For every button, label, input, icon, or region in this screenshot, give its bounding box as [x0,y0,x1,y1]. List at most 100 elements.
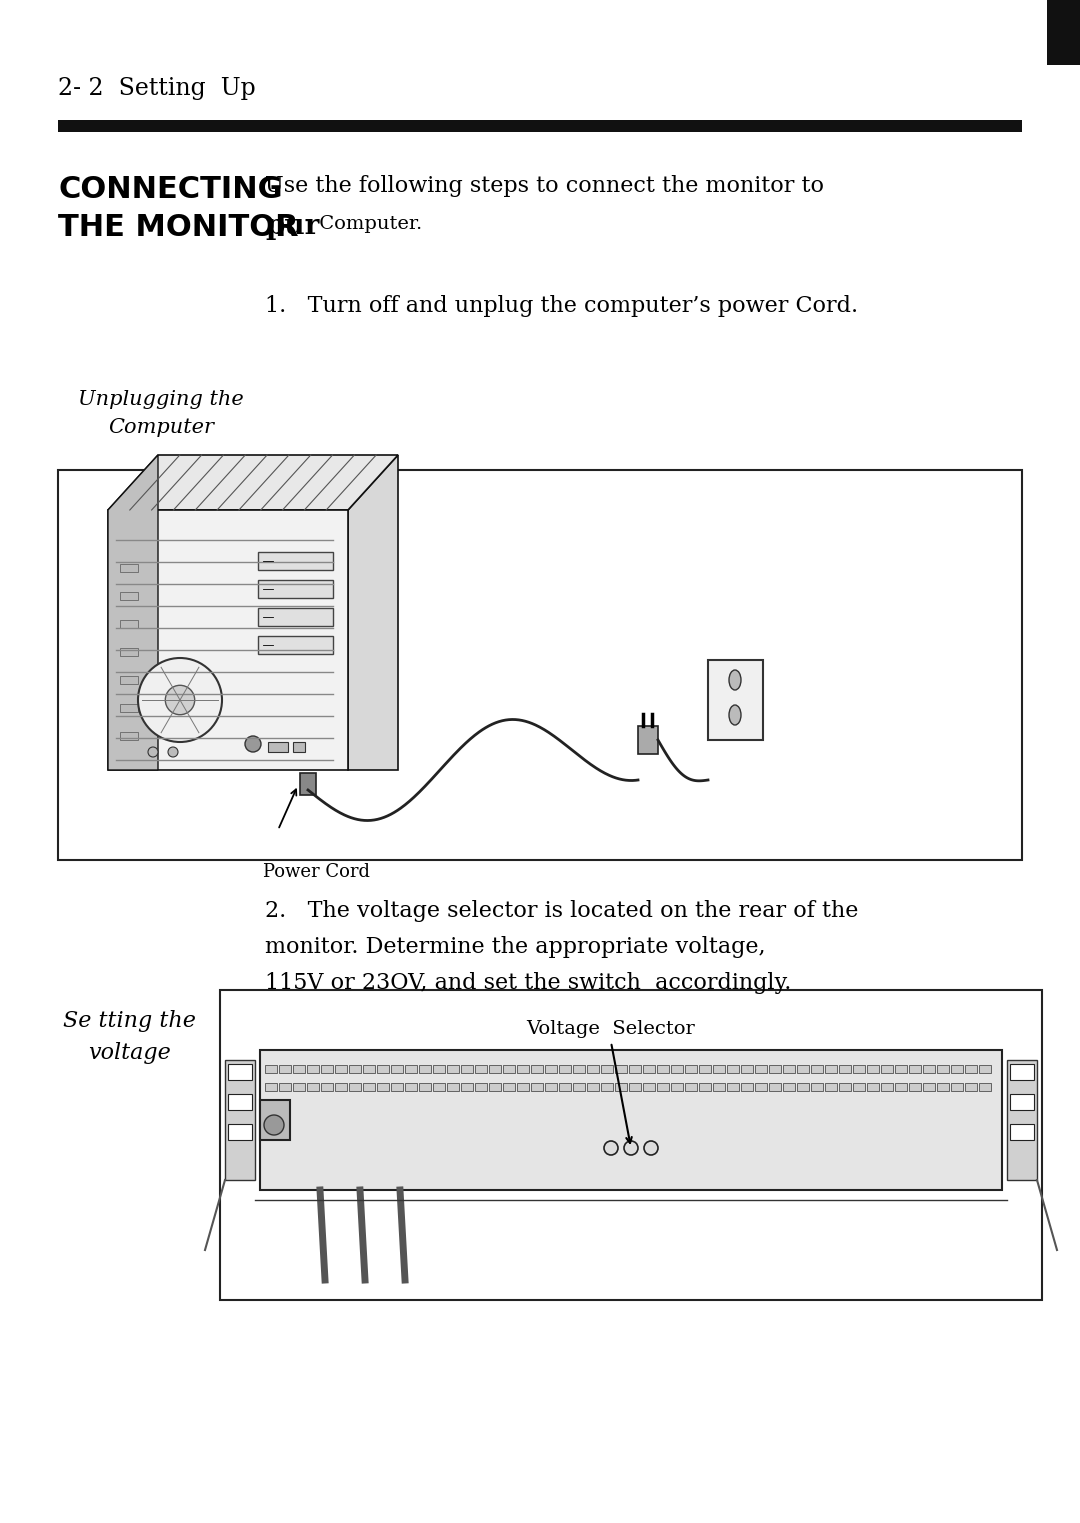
Bar [461,1065,473,1074]
Bar [349,1065,361,1074]
Bar [517,1065,529,1074]
Text: THE MONITOR: THE MONITOR [58,213,299,242]
Bar [531,1065,543,1074]
Bar [293,742,305,752]
Bar [671,1065,683,1074]
Text: Unplugging the: Unplugging the [78,390,244,410]
Bar [600,1083,613,1090]
Bar [405,1083,417,1090]
Bar [909,1065,921,1074]
Bar [300,774,316,795]
Bar [588,1083,599,1090]
Bar [489,1083,501,1090]
Bar [741,1083,753,1090]
Bar [881,1083,893,1090]
Bar [503,1065,515,1074]
Polygon shape [348,455,399,771]
Bar [489,1065,501,1074]
Text: voltage: voltage [87,1042,171,1065]
Bar [120,647,138,656]
Bar [615,1083,627,1090]
Bar [643,1083,654,1090]
Bar [951,1065,963,1074]
Bar [600,1065,613,1074]
Bar [909,1083,921,1090]
Bar [685,1065,697,1074]
Bar [811,1065,823,1074]
Bar [839,1065,851,1074]
Bar [228,1124,252,1141]
Bar [405,1065,417,1074]
Circle shape [148,746,158,757]
Bar [58,120,1022,133]
Ellipse shape [729,670,741,690]
Bar [293,1065,305,1074]
Bar [545,1065,557,1074]
Bar [727,1083,739,1090]
Bar [279,1083,291,1090]
Bar [475,1083,487,1090]
Bar [268,742,288,752]
Text: Se tting the: Se tting the [63,1010,195,1033]
Bar [1010,1065,1034,1080]
Circle shape [168,746,178,757]
Bar [363,1065,375,1074]
Bar [839,1083,851,1090]
Bar [265,1083,276,1090]
Bar [643,1065,654,1074]
Bar [853,1083,865,1090]
Polygon shape [108,455,399,510]
Bar [321,1065,333,1074]
Bar [260,1100,291,1141]
Bar [769,1065,781,1074]
Bar [685,1083,697,1090]
Bar [225,1060,255,1180]
Bar [741,1065,753,1074]
Polygon shape [108,455,158,771]
Bar [966,1065,977,1074]
Bar [825,1083,837,1090]
Bar [321,1083,333,1090]
Bar [1007,1060,1037,1180]
Bar [657,1083,669,1090]
Bar [475,1065,487,1074]
Bar [531,1083,543,1090]
Bar [108,510,348,771]
Bar [503,1083,515,1090]
Bar [923,1083,935,1090]
Bar [559,1065,571,1074]
Bar [867,1083,879,1090]
Bar [1010,1094,1034,1110]
Text: 2.   The voltage selector is located on the rear of the: 2. The voltage selector is located on th… [265,900,859,921]
Circle shape [264,1115,284,1135]
Bar [363,1083,375,1090]
Bar [881,1065,893,1074]
Bar [120,620,138,627]
Bar [258,551,333,570]
Bar [433,1065,445,1074]
Bar [657,1065,669,1074]
Bar [811,1083,823,1090]
Bar [671,1083,683,1090]
Circle shape [624,1141,638,1154]
Bar [545,1083,557,1090]
Bar [853,1065,865,1074]
Bar [867,1065,879,1074]
Bar [755,1065,767,1074]
Bar [391,1065,403,1074]
Text: Use the following steps to connect the monitor to: Use the following steps to connect the m… [265,175,824,196]
Circle shape [245,736,261,752]
Bar [335,1065,347,1074]
Bar [258,608,333,626]
Bar [978,1083,991,1090]
Bar [783,1065,795,1074]
Bar [307,1083,319,1090]
Bar [699,1083,711,1090]
Bar [58,471,1022,860]
Circle shape [644,1141,658,1154]
Bar [377,1065,389,1074]
Text: Power Cord: Power Cord [264,864,370,880]
Circle shape [165,685,194,714]
Bar [559,1083,571,1090]
Bar [461,1083,473,1090]
